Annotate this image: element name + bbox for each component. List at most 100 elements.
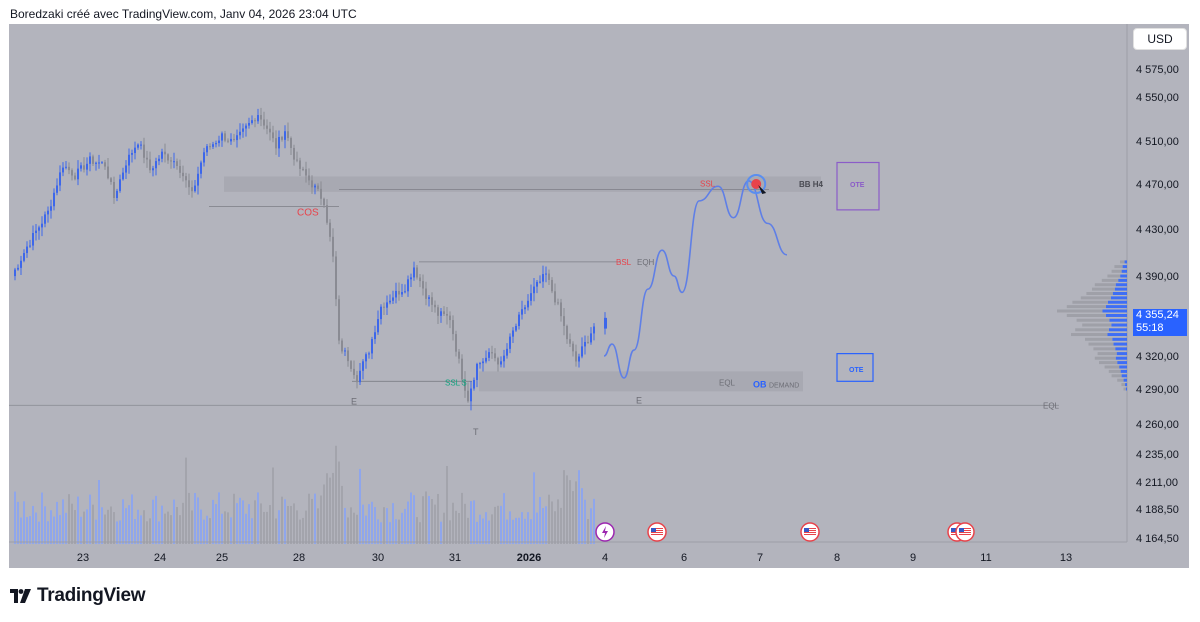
lightning-glyph: [602, 526, 608, 538]
price-zones: [224, 161, 880, 392]
candle-body: [95, 162, 97, 164]
volume-bar: [473, 500, 475, 544]
volume-bar: [224, 511, 226, 544]
candle-body: [137, 144, 139, 148]
annotation-label: OTE: [849, 367, 864, 374]
volume-bar: [344, 507, 346, 544]
annotation-label: EQL: [719, 378, 736, 387]
profile-bar: [1107, 274, 1121, 278]
candle-body: [590, 333, 592, 343]
candle-body: [581, 346, 583, 357]
time-tick-label: 8: [834, 552, 840, 564]
latest-candle-body: [604, 317, 607, 329]
candle-body: [551, 279, 553, 292]
annotation-label: DEMAND: [769, 383, 799, 390]
volume-bar: [425, 491, 427, 544]
profile-bar: [1120, 369, 1127, 373]
volume-bar: [452, 502, 454, 544]
candle-body: [410, 277, 412, 280]
profile-bar: [1094, 283, 1116, 287]
candle-body: [356, 375, 358, 383]
volume-bar: [293, 503, 295, 544]
price-tick-label: 4 235,00: [1136, 449, 1179, 461]
volume-bar: [26, 517, 28, 544]
volume-bar: [353, 512, 355, 544]
candle-body: [74, 175, 76, 180]
price-tick-label: 4 470,00: [1136, 179, 1179, 191]
candle-body: [20, 260, 22, 268]
volume-bar: [236, 503, 238, 544]
volume-bar: [584, 499, 586, 544]
volume-bar: [356, 514, 358, 544]
profile-bar: [1108, 369, 1121, 373]
currency-button[interactable]: USD: [1133, 28, 1187, 50]
volume-bar: [467, 517, 469, 544]
candle-body: [467, 390, 469, 402]
volume-bar: [65, 512, 67, 544]
event-markers[interactable]: [595, 522, 975, 542]
candle-body: [437, 307, 439, 316]
candle-body: [263, 119, 265, 126]
annotation-label: EQH: [637, 258, 655, 267]
volume-bar: [203, 519, 205, 544]
volume-bar: [320, 495, 322, 544]
candle-body: [77, 168, 79, 180]
volume-bar: [53, 516, 55, 544]
profile-bar: [1105, 305, 1127, 309]
volume-bar: [506, 519, 508, 544]
candle-body: [236, 135, 238, 141]
volume-bar: [350, 507, 352, 544]
profile-bar: [1092, 287, 1115, 291]
price-axis[interactable]: 4 575,00 4 550,00 4 510,00 4 470,00 4 430,00…: [1136, 64, 1179, 545]
profile-bar: [1125, 383, 1127, 387]
time-axis[interactable]: 23 24 25 28 30 31 2026 4 6 7 8 9 11 13: [77, 552, 1072, 564]
profile-bar: [1086, 291, 1113, 295]
candle-body: [305, 169, 307, 176]
candle-body: [248, 122, 250, 126]
annotation-label: EQL: [1043, 401, 1060, 410]
volume-bar: [212, 499, 214, 544]
candle-body: [191, 187, 193, 192]
annotation-label: BB H4: [799, 180, 824, 189]
volume-bar: [170, 515, 172, 544]
flag-stripe: [804, 530, 816, 531]
volume-bar: [494, 506, 496, 544]
annotation-label: E: [351, 396, 357, 406]
volume-bar: [440, 521, 442, 544]
profile-bar: [1072, 300, 1108, 304]
candle-body: [404, 291, 406, 293]
candle-body: [89, 156, 91, 164]
candle-body: [395, 290, 397, 298]
candle-body: [479, 363, 481, 365]
candle-body: [482, 361, 484, 364]
candle-body: [257, 115, 259, 122]
candle-body: [200, 162, 202, 174]
chart-area[interactable]: COS SSL BB H4 OTE BSL EQH SSL $ EQL OB DEMAND OTE E…: [9, 24, 1189, 568]
volume-bar: [389, 522, 391, 544]
tradingview-logo[interactable]: TradingView: [10, 585, 146, 607]
volume-bar: [272, 467, 274, 544]
volume-bar: [563, 470, 565, 544]
chart-svg[interactable]: COS SSL BB H4 OTE BSL EQH SSL $ EQL OB DEMAND OTE E…: [9, 24, 1189, 568]
candle-body: [518, 314, 520, 327]
candle-body: [500, 361, 502, 365]
candle-body: [521, 309, 523, 315]
volume-bar: [194, 492, 196, 544]
candle-body: [71, 170, 73, 176]
candle-body: [320, 188, 322, 199]
volume-bar: [404, 508, 406, 544]
bb-h4-zone: [224, 176, 821, 192]
current-price-value: 4 355,24: [1136, 309, 1179, 321]
profile-bar: [1123, 387, 1126, 391]
level-lines: [9, 24, 1128, 543]
volume-bar: [524, 518, 526, 544]
candle-body: [209, 146, 211, 148]
candle-body: [392, 297, 394, 301]
volume-bar: [179, 515, 181, 544]
candle-body: [428, 297, 430, 299]
volume-bar: [62, 499, 64, 544]
profile-bar: [1112, 337, 1127, 341]
volume-bar: [29, 516, 31, 544]
candle-body: [218, 140, 220, 144]
volume-bar: [155, 495, 157, 544]
